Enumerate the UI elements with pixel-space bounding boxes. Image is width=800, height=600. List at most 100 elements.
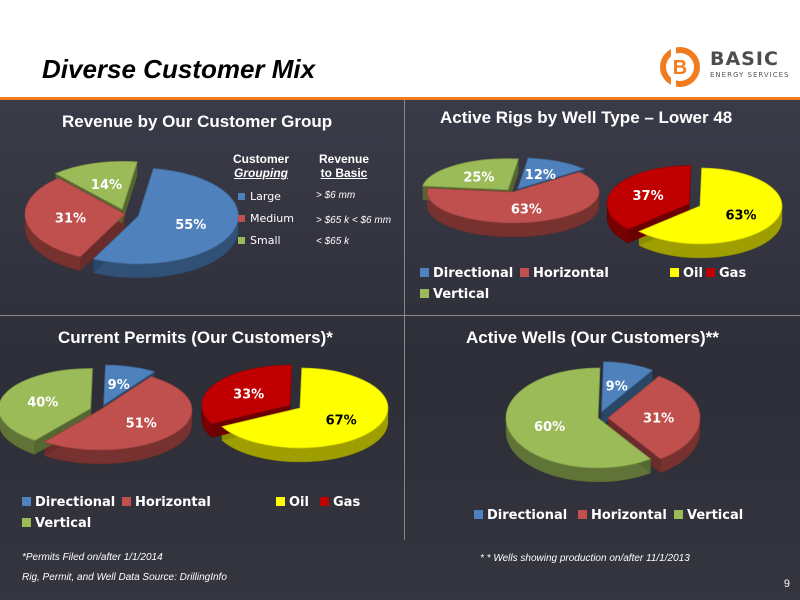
legend-swatch-directional xyxy=(420,268,429,277)
chart-area: Revenue by Our Customer Group Active Rig… xyxy=(0,100,800,600)
legend-item-gas: Gas xyxy=(320,495,360,510)
logo-tagline: ENERGY SERVICES xyxy=(710,71,790,79)
legend-label-vertical: Vertical xyxy=(433,287,490,302)
chart-title-active-wells: Active Wells (Our Customers)** xyxy=(466,328,719,347)
data-label: 51% xyxy=(126,417,157,432)
legend-swatch-vertical xyxy=(22,518,31,527)
legend-label-horizontal: Horizontal xyxy=(591,508,667,523)
data-label: 25% xyxy=(463,170,494,185)
legend-label-directional: Directional xyxy=(35,495,116,510)
customer-grouping-line2: Grouping xyxy=(234,166,288,180)
legend-swatch-horizontal xyxy=(578,510,587,519)
pie-slice-gas xyxy=(606,165,692,230)
pie-slice-large xyxy=(92,168,239,265)
data-label: 31% xyxy=(55,211,86,226)
legend-item-horizontal: Horizontal xyxy=(520,266,609,281)
legend-swatch-horizontal xyxy=(122,497,131,506)
footnote-source: Rig, Permit, and Well Data Source: Drill… xyxy=(22,572,227,583)
pie-slice-horizontal xyxy=(607,375,701,460)
data-label: 60% xyxy=(534,420,565,435)
pie-slice-vertical xyxy=(422,158,519,191)
legend-item-oil: Oil xyxy=(276,495,309,510)
legend-label-vertical: Vertical xyxy=(35,516,92,531)
pie-slice-gas xyxy=(201,364,293,425)
legend-label-oil: Oil xyxy=(683,266,703,281)
pie-slice-edge xyxy=(601,370,653,426)
legend-label-directional: Directional xyxy=(487,508,568,523)
legend-swatch-large xyxy=(238,193,245,200)
legend-swatch-horizontal xyxy=(520,268,529,277)
legend-label-vertical: Vertical xyxy=(687,508,744,523)
pie-slice-oil xyxy=(638,167,783,245)
data-label: 14% xyxy=(91,178,122,193)
pie-chart-3: 63% 37% xyxy=(606,165,783,259)
data-label: 40% xyxy=(27,395,58,410)
pie-slice-medium xyxy=(24,177,126,258)
footnote-permits: *Permits Filed on/after 1/1/2014 xyxy=(22,552,163,563)
legend-label-medium: Medium xyxy=(250,212,294,225)
pie-slice-edge xyxy=(122,161,138,224)
pie-slice-directional xyxy=(601,361,654,413)
range-medium: > $65 k < $6 mm xyxy=(316,215,392,226)
header: Diverse Customer Mix B BASIC ENERGY SERV… xyxy=(0,0,800,98)
legend-item-medium: Medium xyxy=(238,212,294,225)
revenue-header-line1: Revenue xyxy=(318,152,370,166)
pie-slice-horizontal xyxy=(426,171,600,224)
pie-slice-directional xyxy=(517,157,585,190)
pie-chart-6: 9% 31% 60% xyxy=(505,361,701,483)
legend-item-vertical: Vertical xyxy=(674,508,743,523)
company-logo: B BASIC ENERGY SERVICES xyxy=(658,45,794,89)
legend-swatch-vertical xyxy=(674,510,683,519)
data-label: 31% xyxy=(643,412,674,427)
page-title: Diverse Customer Mix xyxy=(42,54,316,84)
pie-chart-1: 55% 31% 14% xyxy=(24,161,239,279)
legend-swatch-oil xyxy=(670,268,679,277)
legend-swatch-gas xyxy=(706,268,715,277)
legend-swatch-small xyxy=(238,237,245,244)
legend-item-horizontal: Horizontal xyxy=(578,508,667,523)
legend-swatch-gas xyxy=(320,497,329,506)
legend-label-gas: Gas xyxy=(719,266,747,281)
range-small: < $65 k xyxy=(316,236,350,247)
pie-chart-4: 9% 51% 40% xyxy=(0,364,193,465)
pie-slice-small xyxy=(54,161,138,210)
pie-chart-5: 67% 33% xyxy=(201,364,389,463)
legend-swatch-oil xyxy=(276,497,285,506)
legend-item-oil: Oil xyxy=(670,266,703,281)
data-label: 67% xyxy=(326,414,357,429)
legend-item-gas: Gas xyxy=(706,266,746,281)
legend-item-vertical: Vertical xyxy=(420,287,489,302)
legend-swatch-directional xyxy=(22,497,31,506)
customer-grouping-header: Customer Grouping xyxy=(226,152,296,180)
data-label: 55% xyxy=(175,218,206,233)
legend-item-directional: Directional xyxy=(420,266,513,281)
legend-label-large: Large xyxy=(250,190,281,203)
legend-item-vertical: Vertical xyxy=(22,516,91,531)
data-label: 63% xyxy=(511,202,542,217)
legend-label-directional: Directional xyxy=(433,266,514,281)
legend-swatch-medium xyxy=(238,215,245,222)
data-label: 12% xyxy=(525,168,556,183)
pie-slice-directional xyxy=(103,364,156,406)
legend-label-small: Small xyxy=(250,234,281,247)
legend-label-oil: Oil xyxy=(289,495,309,510)
range-large: > $6 mm xyxy=(316,190,356,201)
data-label: 9% xyxy=(108,378,130,393)
basic-b-logo-icon: B xyxy=(660,47,700,87)
footnote-wells: * * Wells showing production on/after 11… xyxy=(480,553,690,564)
logo-name: BASIC xyxy=(710,48,779,70)
page-number: 9 xyxy=(783,578,790,590)
legend-label-horizontal: Horizontal xyxy=(135,495,211,510)
pie-slice-edge xyxy=(80,214,125,271)
legend-item-horizontal: Horizontal xyxy=(122,495,211,510)
legend-item-small: Small xyxy=(238,234,281,247)
data-label: 33% xyxy=(233,388,264,403)
data-label: 9% xyxy=(606,380,628,395)
chart-title-revenue: Revenue by Our Customer Group xyxy=(62,112,333,131)
data-label: 37% xyxy=(633,189,664,204)
pie-chart-2: 12% 63% 25% xyxy=(422,157,600,238)
legend-item-large: Large xyxy=(238,190,281,203)
header-rule xyxy=(0,97,800,100)
revenue-header-line2: to Basic xyxy=(320,166,368,180)
panel-divider-horizontal xyxy=(0,315,800,316)
